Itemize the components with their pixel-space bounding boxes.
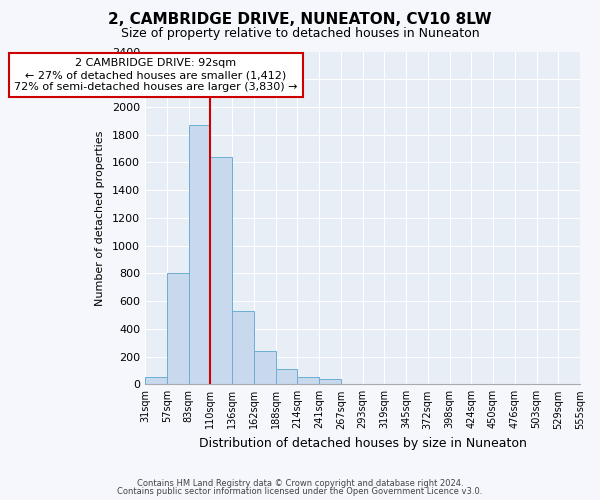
Bar xyxy=(298,376,319,384)
Text: Contains public sector information licensed under the Open Government Licence v3: Contains public sector information licen… xyxy=(118,487,482,496)
Bar xyxy=(319,380,341,384)
Bar xyxy=(211,157,232,384)
Bar xyxy=(188,125,211,384)
Y-axis label: Number of detached properties: Number of detached properties xyxy=(95,130,105,306)
Bar xyxy=(275,369,298,384)
Text: 2, CAMBRIDGE DRIVE, NUNEATON, CV10 8LW: 2, CAMBRIDGE DRIVE, NUNEATON, CV10 8LW xyxy=(108,12,492,28)
Bar xyxy=(232,311,254,384)
Text: 2 CAMBRIDGE DRIVE: 92sqm
← 27% of detached houses are smaller (1,412)
72% of sem: 2 CAMBRIDGE DRIVE: 92sqm ← 27% of detach… xyxy=(14,58,298,92)
Text: Contains HM Land Registry data © Crown copyright and database right 2024.: Contains HM Land Registry data © Crown c… xyxy=(137,478,463,488)
X-axis label: Distribution of detached houses by size in Nuneaton: Distribution of detached houses by size … xyxy=(199,437,527,450)
Bar xyxy=(167,274,188,384)
Text: Size of property relative to detached houses in Nuneaton: Size of property relative to detached ho… xyxy=(121,28,479,40)
Bar xyxy=(145,376,167,384)
Bar xyxy=(254,351,275,384)
